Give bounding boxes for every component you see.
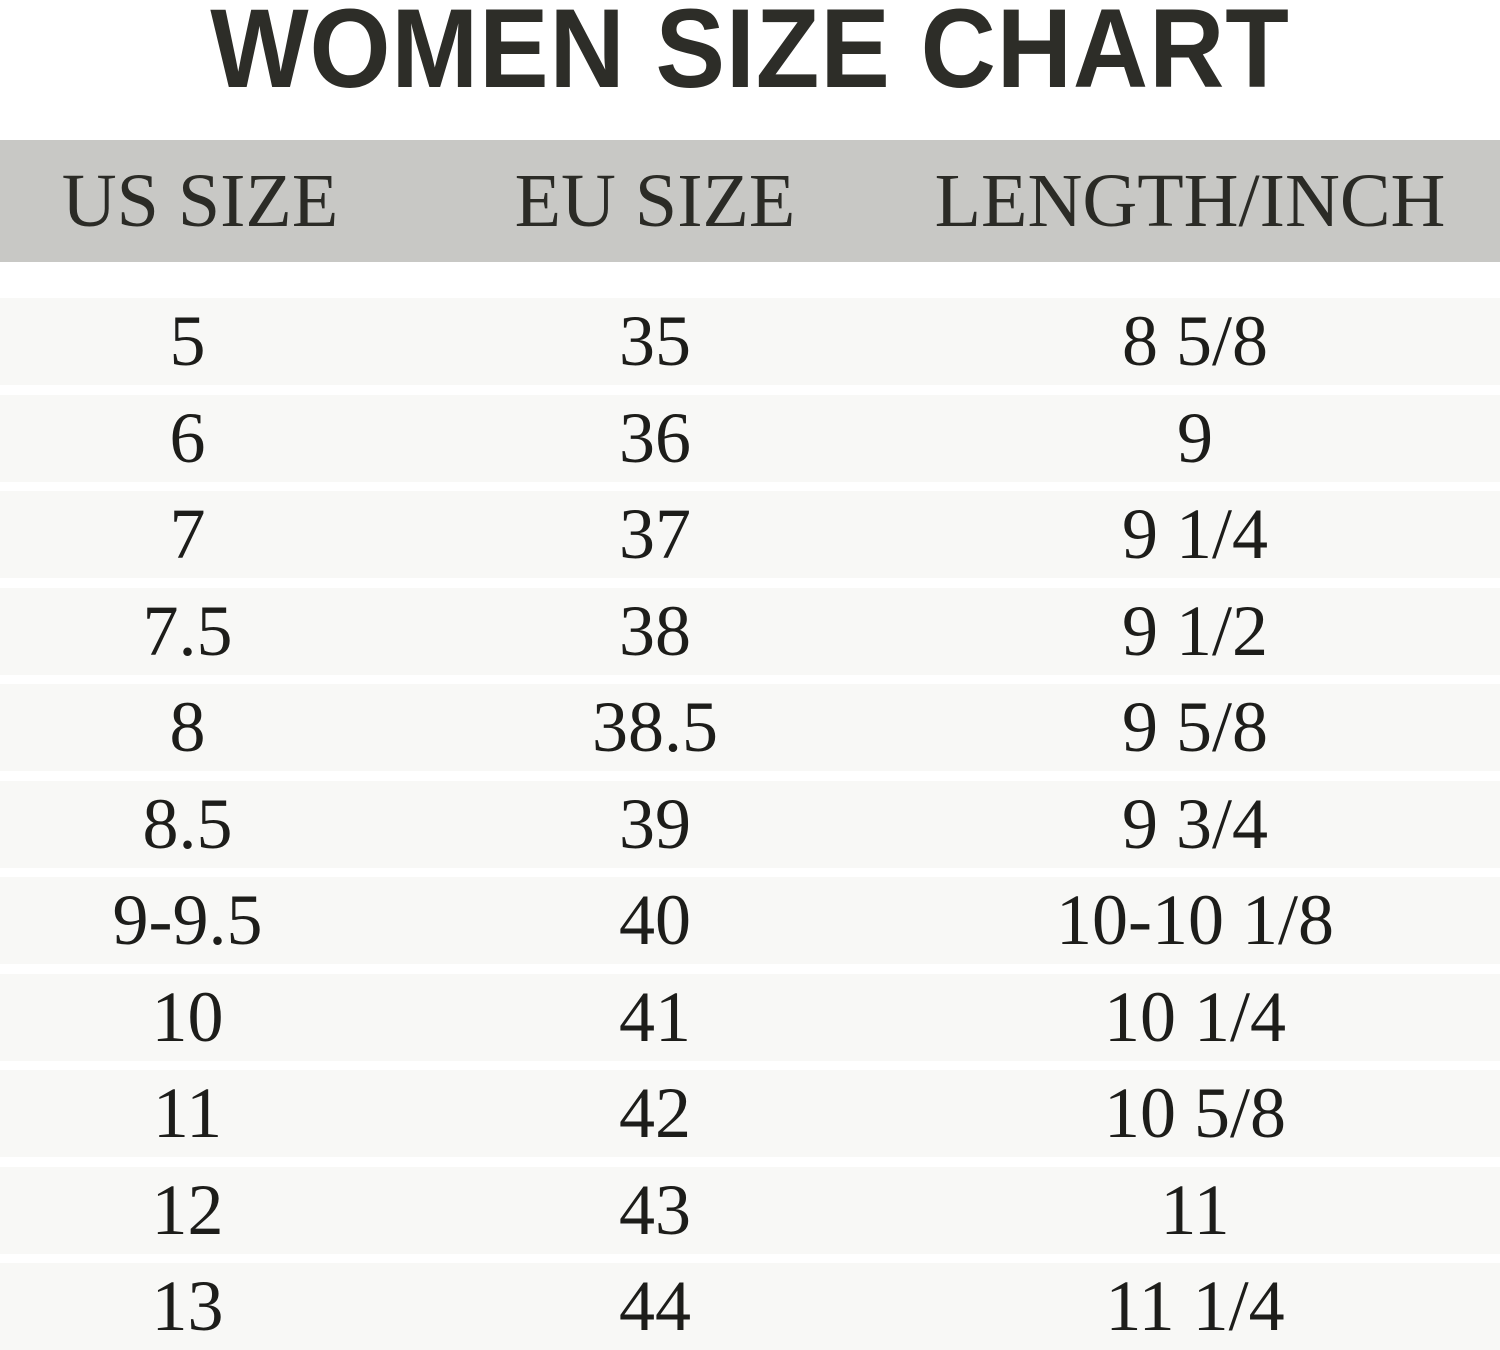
table-row: 6 36 9 bbox=[0, 394, 1500, 482]
table-row: 9-9.5 40 10-10 1/8 bbox=[0, 877, 1500, 964]
table-cell-us: 6 bbox=[169, 397, 206, 478]
table-cell-eu: 44 bbox=[619, 1266, 691, 1346]
table-cell-length: 9 1/2 bbox=[1121, 590, 1268, 671]
table-cell-length: 10-10 1/8 bbox=[1056, 880, 1334, 960]
table-cell-length: 9 5/8 bbox=[1121, 687, 1268, 767]
table-body: 5 35 8 5/8 6 36 9 7 37 9 1/4 7.5 38 9 1/2 8 38.5 9 5/8… bbox=[0, 262, 1500, 1350]
table-row: 13 44 11 1/4 bbox=[0, 1263, 1500, 1350]
table-cell-eu: 37 bbox=[619, 494, 691, 574]
table-row: 8.5 39 9 3/4 bbox=[0, 780, 1500, 868]
table-cell-eu: 35 bbox=[619, 301, 691, 381]
table-cell-eu: 39 bbox=[619, 783, 691, 864]
table-cell-us: 8.5 bbox=[142, 783, 233, 864]
table-header-band: US SIZE EU SIZE LENGTH/INCH bbox=[0, 140, 1500, 262]
column-header-eu-size: EU SIZE bbox=[514, 159, 796, 243]
table-cell-eu: 42 bbox=[619, 1073, 691, 1153]
table-cell-length: 10 1/4 bbox=[1103, 976, 1286, 1057]
table-cell-us: 12 bbox=[151, 1169, 224, 1250]
table-cell-us: 5 bbox=[169, 301, 206, 381]
table-cell-us: 9-9.5 bbox=[112, 880, 263, 960]
table-cell-eu: 40 bbox=[619, 880, 691, 960]
table-cell-us: 8 bbox=[169, 687, 206, 767]
table-cell-length: 11 1/4 bbox=[1105, 1266, 1285, 1346]
table-cell-eu: 38.5 bbox=[592, 687, 718, 767]
table-row: 8 38.5 9 5/8 bbox=[0, 684, 1500, 771]
table-cell-us: 7.5 bbox=[142, 590, 233, 671]
table-cell-eu: 36 bbox=[619, 397, 691, 478]
table-cell-length: 10 5/8 bbox=[1103, 1073, 1286, 1153]
table-cell-us: 11 bbox=[152, 1073, 223, 1153]
table-cell-eu: 43 bbox=[619, 1169, 691, 1250]
table-row: 10 41 10 1/4 bbox=[0, 973, 1500, 1061]
table-cell-eu: 41 bbox=[619, 976, 691, 1057]
table-row: 11 42 10 5/8 bbox=[0, 1070, 1500, 1157]
table-cell-length: 8 5/8 bbox=[1121, 301, 1268, 381]
table-cell-length: 9 1/4 bbox=[1121, 494, 1268, 574]
table-cell-us: 13 bbox=[151, 1266, 224, 1346]
column-header-length-inch: LENGTH/INCH bbox=[934, 159, 1446, 243]
table-row: 7.5 38 9 1/2 bbox=[0, 587, 1500, 675]
column-header-us-size: US SIZE bbox=[61, 159, 339, 243]
table-cell-eu: 38 bbox=[619, 590, 691, 671]
table-cell-length: 9 3/4 bbox=[1121, 783, 1268, 864]
table-cell-us: 7 bbox=[169, 494, 206, 574]
table-row: 5 35 8 5/8 bbox=[0, 298, 1500, 385]
page-title: WOMEN SIZE CHART bbox=[210, 0, 1290, 111]
table-cell-length: 9 bbox=[1177, 397, 1213, 478]
table-header-row: US SIZE EU SIZE LENGTH/INCH bbox=[0, 140, 1500, 262]
table-row: 12 43 11 bbox=[0, 1166, 1500, 1254]
table-cell-length: 11 bbox=[1160, 1169, 1230, 1250]
table-cell-us: 10 bbox=[151, 976, 224, 1057]
table-row: 7 37 9 1/4 bbox=[0, 491, 1500, 578]
